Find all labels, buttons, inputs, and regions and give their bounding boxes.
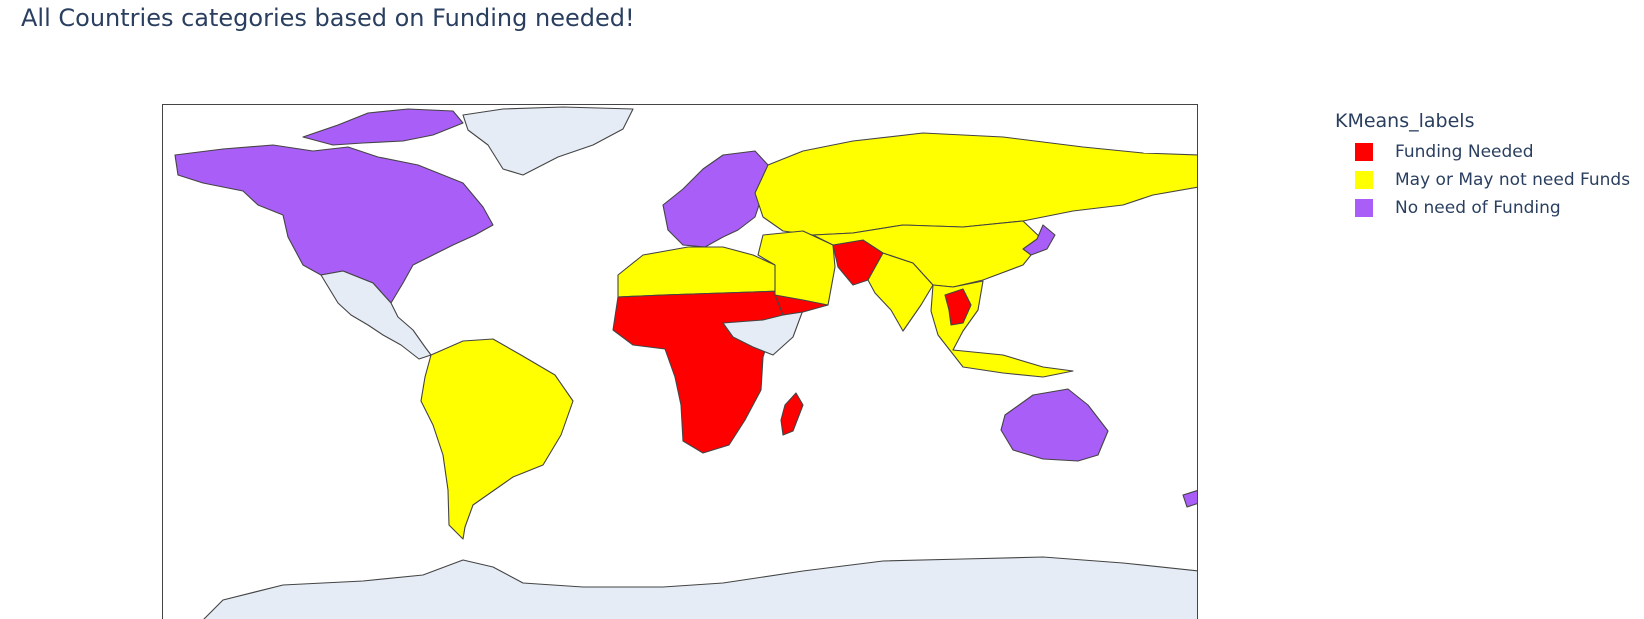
country-new-zealand[interactable] bbox=[1182, 490, 1198, 508]
legend-title: KMeans_labels bbox=[1335, 110, 1475, 132]
legend-label: Funding Needed bbox=[1395, 142, 1534, 162]
legend-swatch bbox=[1355, 143, 1373, 161]
map-frame[interactable] bbox=[162, 104, 1198, 619]
legend-item-no-need[interactable]: No need of Funding bbox=[1335, 194, 1630, 222]
country-horn-of-africa[interactable] bbox=[722, 309, 804, 356]
legend-item-funding-needed[interactable]: Funding Needed bbox=[1335, 138, 1630, 166]
country-laos-cambodia[interactable] bbox=[944, 288, 972, 326]
legend-item-may-or-may-not[interactable]: May or May not need Funds bbox=[1335, 166, 1630, 194]
country-arctic-islands[interactable] bbox=[302, 108, 464, 146]
chart-title: All Countries categories based on Fundin… bbox=[21, 4, 635, 32]
country-greenland[interactable] bbox=[462, 106, 634, 176]
country-south-america[interactable] bbox=[420, 338, 574, 540]
country-yemen[interactable] bbox=[774, 294, 829, 316]
world-map[interactable] bbox=[163, 105, 1198, 619]
legend-swatch bbox=[1355, 171, 1373, 189]
country-japan[interactable] bbox=[1022, 224, 1056, 256]
country-north-africa[interactable] bbox=[617, 246, 782, 298]
legend: KMeans_labels Funding Needed May or May … bbox=[1335, 110, 1630, 222]
country-china-central-asia[interactable] bbox=[812, 220, 1044, 288]
country-sub-saharan-africa[interactable] bbox=[612, 290, 792, 454]
legend-label: May or May not need Funds bbox=[1395, 170, 1631, 190]
country-western-europe[interactable] bbox=[662, 150, 769, 248]
legend-label: No need of Funding bbox=[1395, 198, 1561, 218]
country-antarctica[interactable] bbox=[203, 556, 1198, 619]
country-australia[interactable] bbox=[1000, 388, 1109, 462]
country-madagascar[interactable] bbox=[780, 392, 804, 436]
country-canada-usa[interactable] bbox=[174, 144, 494, 304]
country-russia-eastern-europe[interactable] bbox=[754, 132, 1198, 236]
legend-swatch bbox=[1355, 199, 1373, 217]
